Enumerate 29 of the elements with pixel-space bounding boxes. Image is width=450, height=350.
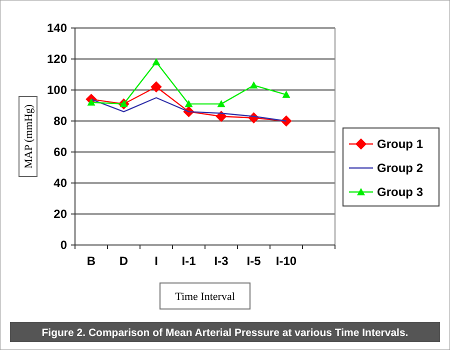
point — [150, 81, 162, 92]
point — [250, 81, 258, 89]
y-tick-label: 20 — [54, 207, 68, 222]
y-tick-label: 140 — [46, 21, 68, 36]
x-tick-label: I-5 — [246, 254, 262, 268]
x-tick-label: D — [119, 254, 128, 268]
point — [87, 98, 96, 106]
legend-label: Group 1 — [377, 137, 424, 152]
caption: Figure 2. Comparison of Mean Arterial Pressure at various Time Intervals. — [42, 327, 408, 339]
point — [282, 90, 290, 98]
y-tick-label: 120 — [46, 52, 68, 66]
y-tick-label: 60 — [54, 145, 68, 160]
legend-label: Group 3 — [377, 185, 424, 200]
point — [184, 100, 193, 108]
y-tick-label: 100 — [46, 83, 68, 98]
x-tick-label: I-3 — [214, 254, 229, 268]
x-tick-label: B — [86, 254, 96, 268]
y-axis-title: MAP (mmHg) — [22, 104, 35, 169]
x-tick-label: I-1 — [182, 254, 196, 268]
point — [217, 100, 226, 108]
y-tick-label: 40 — [54, 176, 68, 190]
legend-label: Group 2 — [377, 161, 424, 176]
y-tick-label: 80 — [54, 114, 68, 128]
point — [152, 58, 160, 66]
y-tick-label: 0 — [60, 238, 68, 252]
point — [120, 100, 128, 108]
x-axis-title: Time Interval — [175, 291, 235, 303]
x-tick-label: I-10 — [276, 254, 297, 268]
x-tick-label: I — [154, 254, 158, 268]
